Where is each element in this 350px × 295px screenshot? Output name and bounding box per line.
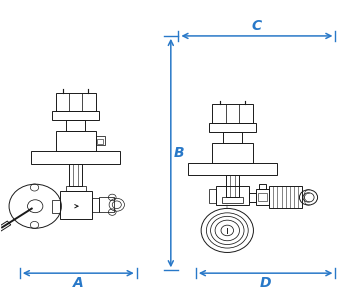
Bar	[212, 104, 253, 122]
Text: C: C	[252, 19, 262, 33]
Bar	[256, 189, 270, 206]
Bar	[217, 186, 248, 206]
Bar	[66, 120, 85, 131]
Bar	[212, 143, 253, 163]
Bar	[96, 136, 105, 145]
Text: D: D	[260, 276, 271, 290]
Bar	[99, 197, 114, 212]
Bar	[222, 197, 243, 203]
Text: A: A	[73, 276, 83, 290]
Bar	[56, 131, 96, 151]
Bar	[258, 194, 267, 201]
Bar	[188, 163, 277, 176]
Bar	[56, 93, 96, 111]
Bar	[60, 191, 92, 219]
Bar	[31, 151, 120, 164]
Bar	[209, 122, 256, 132]
Bar	[226, 176, 239, 197]
Bar	[52, 200, 60, 213]
Bar	[248, 193, 256, 202]
Bar	[209, 189, 217, 203]
Text: B: B	[174, 146, 184, 160]
Bar	[52, 111, 99, 120]
Bar	[223, 132, 242, 143]
Bar	[92, 198, 99, 212]
Bar	[97, 139, 103, 144]
Bar	[259, 184, 266, 189]
Bar	[270, 186, 302, 209]
Bar	[65, 186, 86, 191]
Bar	[69, 164, 82, 186]
